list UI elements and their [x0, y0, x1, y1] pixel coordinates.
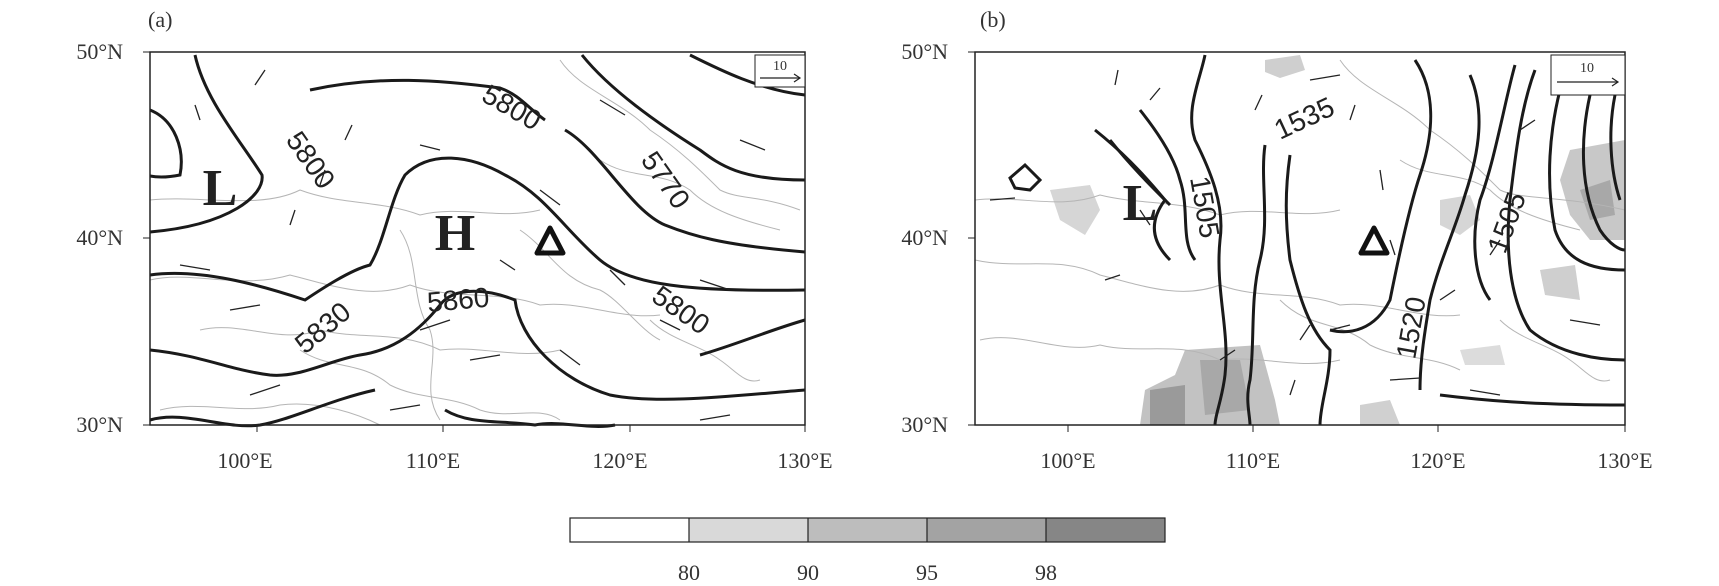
lat-tick-label: 50°N — [76, 39, 123, 64]
colorbar-segment — [689, 518, 808, 542]
colorbar-label: 80 — [678, 560, 700, 585]
lon-tick-label: 100°E — [217, 448, 272, 473]
lon-tick-label: 100°E — [1040, 448, 1095, 473]
panel-a-reference-vector: 10 — [754, 54, 806, 88]
contour-label: 5800 — [280, 126, 341, 195]
lat-tick-label: 40°N — [901, 225, 948, 250]
low-pressure-label: L — [203, 160, 238, 217]
panel-b-contours — [1008, 54, 1626, 426]
panel-b-ticks — [968, 51, 1626, 432]
panel-b: (b) — [901, 7, 1652, 473]
panel-a: (a) — [76, 7, 832, 473]
contour-label: 1505 — [1482, 188, 1532, 257]
colorbar-segment — [570, 518, 689, 542]
station-triangle-icon — [534, 225, 566, 256]
lon-tick-label: 130°E — [1597, 448, 1652, 473]
panel-a-contours — [149, 53, 806, 428]
station-triangle-icon — [1358, 225, 1390, 256]
panel-b-ref-vector-label: 10 — [1580, 61, 1594, 76]
contour-label: 1505 — [1184, 174, 1225, 241]
lat-tick-label: 30°N — [76, 412, 123, 437]
contour-label: 5860 — [426, 282, 491, 318]
panel-b-reference-vector: 10 — [1550, 54, 1626, 96]
colorbar-outline — [569, 517, 1166, 543]
colorbar-segment — [808, 518, 927, 542]
colorbar-label: 95 — [916, 560, 938, 585]
panel-a-wind-vectors — [179, 69, 766, 421]
contour-label: 1535 — [1269, 91, 1339, 145]
lat-tick-label: 30°N — [901, 412, 948, 437]
colorbar-segment — [1046, 518, 1165, 542]
lon-tick-label: 110°E — [1226, 448, 1280, 473]
panel-a-ref-vector-label: 10 — [773, 59, 787, 74]
lon-tick-label: 120°E — [592, 448, 647, 473]
lon-tick-label: 120°E — [1410, 448, 1465, 473]
lon-tick-label: 130°E — [777, 448, 832, 473]
contour-label: 5800 — [477, 78, 546, 136]
lat-tick-label: 40°N — [76, 225, 123, 250]
low-pressure-label: L — [1123, 175, 1158, 232]
lat-tick-label: 50°N — [901, 39, 948, 64]
panel-a-ticks — [143, 51, 806, 432]
colorbar-label: 90 — [797, 560, 819, 585]
high-pressure-label: H — [435, 205, 475, 262]
contour-label: 5770 — [635, 146, 696, 215]
lon-tick-label: 110°E — [406, 448, 460, 473]
panel-b-wind-vectors — [989, 69, 1601, 396]
panel-a-label: (a) — [148, 7, 172, 32]
contour-label: 5830 — [289, 296, 357, 360]
colorbar-label: 98 — [1035, 560, 1057, 585]
colorbar-segment — [927, 518, 1046, 542]
contour-label: 1520 — [1390, 294, 1431, 361]
colorbar: 80 90 95 98 — [569, 517, 1166, 585]
panel-b-shading — [1050, 55, 1625, 425]
panel-b-label: (b) — [980, 7, 1006, 32]
